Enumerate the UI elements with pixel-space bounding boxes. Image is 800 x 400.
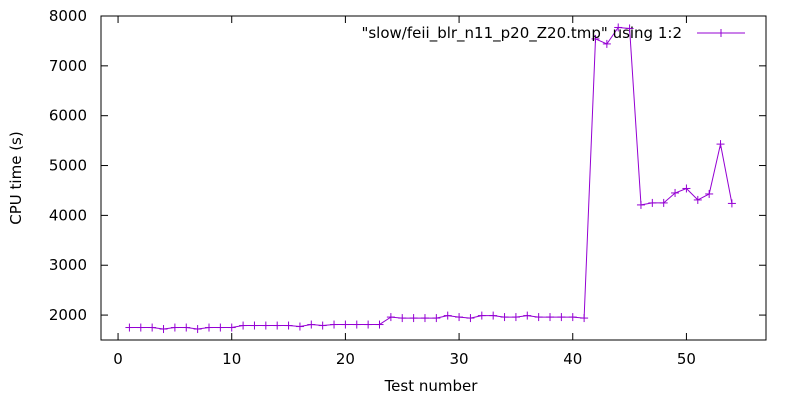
legend-marker <box>717 29 725 37</box>
data-point <box>602 39 611 48</box>
data-point <box>261 321 270 330</box>
data-point <box>364 320 373 329</box>
data-point <box>284 321 293 330</box>
data-point <box>216 323 225 332</box>
data-point <box>727 199 736 208</box>
data-point <box>500 313 509 322</box>
data-point <box>182 323 191 332</box>
y-tick-label: 4000 <box>49 206 87 224</box>
data-point <box>432 314 441 323</box>
data-point <box>307 320 316 329</box>
data-point <box>443 311 452 320</box>
plot-frame <box>100 15 767 341</box>
data-point <box>477 311 486 320</box>
data-point <box>227 323 236 332</box>
x-axis-ticks: 0 10 20 30 40 50 <box>113 16 696 368</box>
data-point <box>193 325 202 334</box>
y-axis-ticks: 2000 3000 4000 5000 6000 7000 8000 <box>49 7 766 324</box>
series-layer <box>125 23 736 334</box>
data-point <box>420 314 429 323</box>
data-point <box>466 314 475 323</box>
legend: "slow/feii_blr_n11_p20_Z20.tmp" using 1:… <box>361 24 745 43</box>
data-point <box>546 313 555 322</box>
data-point <box>625 24 634 33</box>
data-point <box>318 321 327 330</box>
x-tick-label: 40 <box>563 350 582 368</box>
data-point <box>330 320 339 329</box>
x-tick-label: 20 <box>336 350 355 368</box>
data-point <box>636 200 645 209</box>
x-tick-label: 10 <box>222 350 241 368</box>
data-point <box>170 323 179 332</box>
data-point <box>648 198 657 207</box>
y-axis-label: CPU time (s) <box>7 131 25 224</box>
data-point <box>705 189 714 198</box>
data-point <box>682 184 691 193</box>
data-point <box>386 313 395 322</box>
data-point <box>148 323 157 332</box>
data-point <box>716 140 725 149</box>
x-axis-label: Test number <box>384 377 479 395</box>
y-tick-label: 6000 <box>49 107 87 125</box>
data-point <box>523 311 532 320</box>
data-point <box>534 313 543 322</box>
x-tick-label: 50 <box>677 350 696 368</box>
y-tick-label: 2000 <box>49 306 87 324</box>
x-tick-label: 0 <box>113 350 123 368</box>
data-point <box>671 188 680 197</box>
data-point <box>250 321 259 330</box>
data-point <box>591 34 600 43</box>
data-point <box>455 313 464 322</box>
data-point <box>239 321 248 330</box>
y-tick-label: 7000 <box>49 57 87 75</box>
x-tick-label: 30 <box>450 350 469 368</box>
data-point <box>614 23 623 32</box>
data-point <box>375 320 384 329</box>
data-point <box>341 320 350 329</box>
y-tick-label: 5000 <box>49 157 87 175</box>
data-point <box>568 313 577 322</box>
data-point <box>659 198 668 207</box>
legend-label: "slow/feii_blr_n11_p20_Z20.tmp" using 1:… <box>361 24 682 43</box>
data-point <box>352 320 361 329</box>
data-point <box>511 313 520 322</box>
data-point <box>557 313 566 322</box>
data-point <box>693 195 702 204</box>
y-tick-label: 3000 <box>49 256 87 274</box>
series-line <box>129 26 733 330</box>
data-point <box>136 323 145 332</box>
data-point <box>489 311 498 320</box>
data-point <box>125 323 134 332</box>
data-point <box>295 322 304 331</box>
data-point <box>273 321 282 330</box>
data-point <box>204 323 213 332</box>
data-point <box>580 314 589 323</box>
data-point <box>159 325 168 334</box>
data-point <box>409 314 418 323</box>
data-point <box>398 314 407 323</box>
y-tick-label: 8000 <box>49 7 87 25</box>
